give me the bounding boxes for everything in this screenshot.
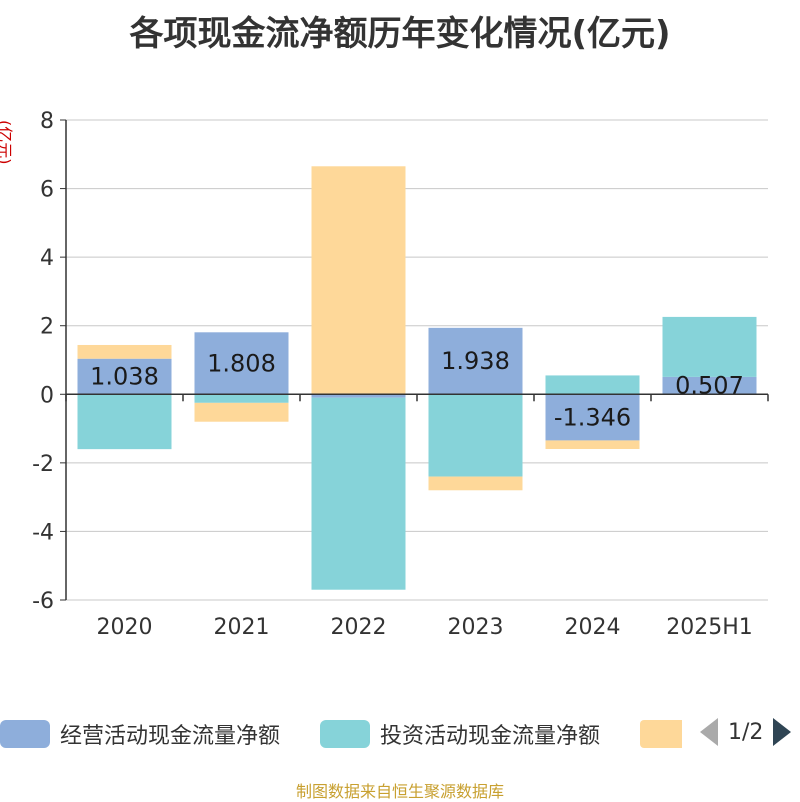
bar-1-2021 [194,394,289,403]
bar-2-2021 [194,402,289,422]
legend-label-investing: 投资活动现金流量净额 [380,724,601,749]
legend-item-third[interactable] [640,716,682,752]
y-tick-label: -2 [32,452,54,477]
x-tick-label: 2020 [97,615,153,640]
data-label: 1.038 [90,362,159,390]
bar-1-2025H1 [662,316,757,377]
x-tick-label: 2023 [448,615,504,640]
legend-swatch-third [640,720,682,748]
y-tick-label: 2 [40,315,54,340]
data-label: 1.808 [207,349,276,377]
bar-chart: 8 6 4 2 0 -2 -4 -6 2020 2021 2022 2023 2024 2025H1 1.… [32,109,769,640]
bar-1-2023 [428,394,523,477]
bar-2-2023 [428,476,523,491]
legend-item-investing[interactable]: 投资活动现金流量净额 [320,716,600,752]
y-tick-label: -4 [32,520,54,545]
bar-0-2024 [545,394,640,441]
bar-1-2022 [311,397,406,590]
y-tick-label: 8 [40,109,54,134]
legend-pager: 1/2 [700,718,792,746]
bar-2-2022 [311,166,406,395]
bar-0-2021 [194,332,289,395]
bar-0-2022 [311,394,406,398]
data-source: 制图数据来自恒生聚源数据库 [295,782,504,801]
bar-2-2024 [545,440,640,450]
legend-swatch-investing [320,720,370,748]
data-label: 0.507 [675,372,744,400]
y-tick-label: -6 [32,589,54,614]
data-label: -1.346 [554,403,631,431]
x-tick-label: 2021 [214,615,270,640]
axes: 8 6 4 2 0 -2 -4 -6 2020 2021 2022 2023 2024 2025H1 [32,109,769,640]
y-tick-label: 0 [40,383,54,408]
chart-title: 各项现金流净额历年变化情况(亿元) [129,14,671,54]
data-labels: 1.038 1.808 1.938 -1.346 0.507 [90,347,744,431]
y-tick-label: 6 [40,178,54,203]
legend-swatch-operating [0,720,50,748]
data-label: 1.938 [441,347,510,375]
bar-0-2020 [77,358,172,395]
x-tick-label: 2022 [331,615,387,640]
legend-label-operating: 经营活动现金流量净额 [60,724,281,749]
legend: 经营活动现金流量净额 投资活动现金流量净额 [0,716,800,756]
y-tick-label: 4 [40,246,54,271]
bar-1-2024 [545,375,640,395]
bar-2-2020 [77,344,172,359]
legend-item-operating[interactable]: 经营活动现金流量净额 [0,716,280,752]
legend-next-icon[interactable] [773,718,792,746]
bar-0-2025H1 [662,376,757,395]
bars [77,166,757,590]
legend-page-indicator: 1/2 [728,719,764,745]
grid-lines [66,119,768,601]
bar-1-2020 [77,394,172,450]
x-tick-label: 2024 [565,615,621,640]
legend-prev-icon[interactable] [700,718,718,746]
x-tick-label: 2025H1 [666,615,753,640]
bar-0-2023 [428,327,523,395]
